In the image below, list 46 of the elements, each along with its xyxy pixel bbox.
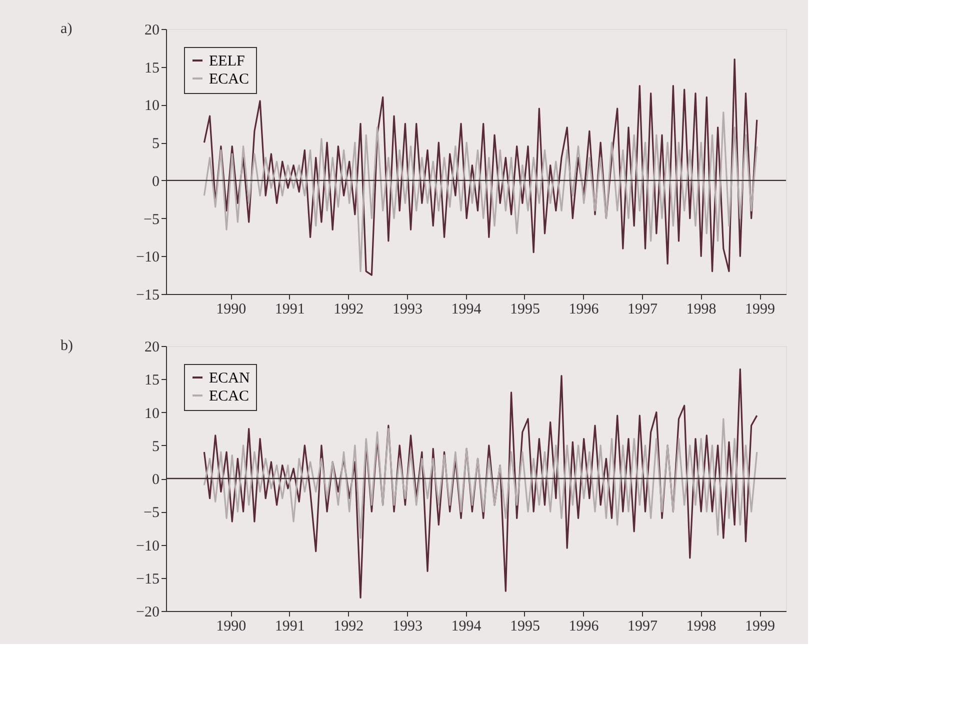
y-tick-label: 0 — [152, 174, 160, 190]
x-tick-label: 1998 — [686, 618, 716, 634]
y-tick-label: 20 — [144, 340, 160, 356]
x-tick-label: 1994 — [451, 618, 482, 634]
y-tick-label: −15 — [136, 571, 160, 588]
y-tick-label: −15 — [136, 288, 160, 304]
x-tick-label: 1990 — [216, 302, 246, 318]
y-tick-label: 5 — [152, 438, 160, 455]
line-series — [203, 111, 758, 272]
y-tick-label: 15 — [144, 60, 160, 76]
y-tick-label: −20 — [136, 604, 160, 620]
x-tick-label: 1990 — [216, 618, 246, 634]
y-tick-label: −5 — [144, 212, 160, 228]
y-tick-label: −10 — [136, 538, 160, 554]
y-tick-label: 5 — [152, 136, 160, 152]
x-tick-label: 1993 — [392, 618, 422, 634]
x-tick-label: 1994 — [451, 302, 482, 318]
x-tick-label: 1993 — [392, 302, 422, 318]
y-tick-label: 10 — [144, 406, 160, 422]
y-tick-label: 0 — [152, 472, 160, 488]
x-tick-label: 1997 — [628, 618, 658, 634]
legend-label: ECAC — [209, 72, 250, 88]
x-tick-label: 1995 — [510, 618, 540, 634]
line-series — [203, 368, 758, 599]
x-tick-label: 1997 — [628, 302, 658, 318]
x-tick-label: 1992 — [334, 302, 364, 318]
x-tick-label: 1991 — [274, 618, 305, 634]
x-tick-label: 1992 — [334, 618, 364, 634]
chart-title: a) — [60, 21, 72, 37]
x-tick-label: 1995 — [510, 302, 540, 318]
y-tick-label: 20 — [144, 22, 160, 38]
y-tick-label: −5 — [144, 505, 160, 522]
legend-label: ECAC — [209, 388, 250, 404]
line-series — [203, 418, 758, 539]
x-tick-label: 1996 — [568, 618, 600, 634]
y-tick-label: −10 — [136, 250, 160, 266]
legend-label: ECAN — [209, 370, 250, 386]
x-tick-label: 1998 — [686, 302, 716, 318]
x-tick-label: 1991 — [274, 302, 305, 318]
x-tick-label: 1999 — [745, 302, 776, 318]
x-tick-label: 1996 — [568, 302, 600, 318]
y-tick-label: 15 — [144, 372, 160, 389]
x-tick-label: 1999 — [745, 618, 776, 634]
legend-label: EELF — [209, 54, 245, 70]
y-tick-label: 10 — [144, 98, 160, 114]
chart-title: b) — [60, 338, 74, 354]
